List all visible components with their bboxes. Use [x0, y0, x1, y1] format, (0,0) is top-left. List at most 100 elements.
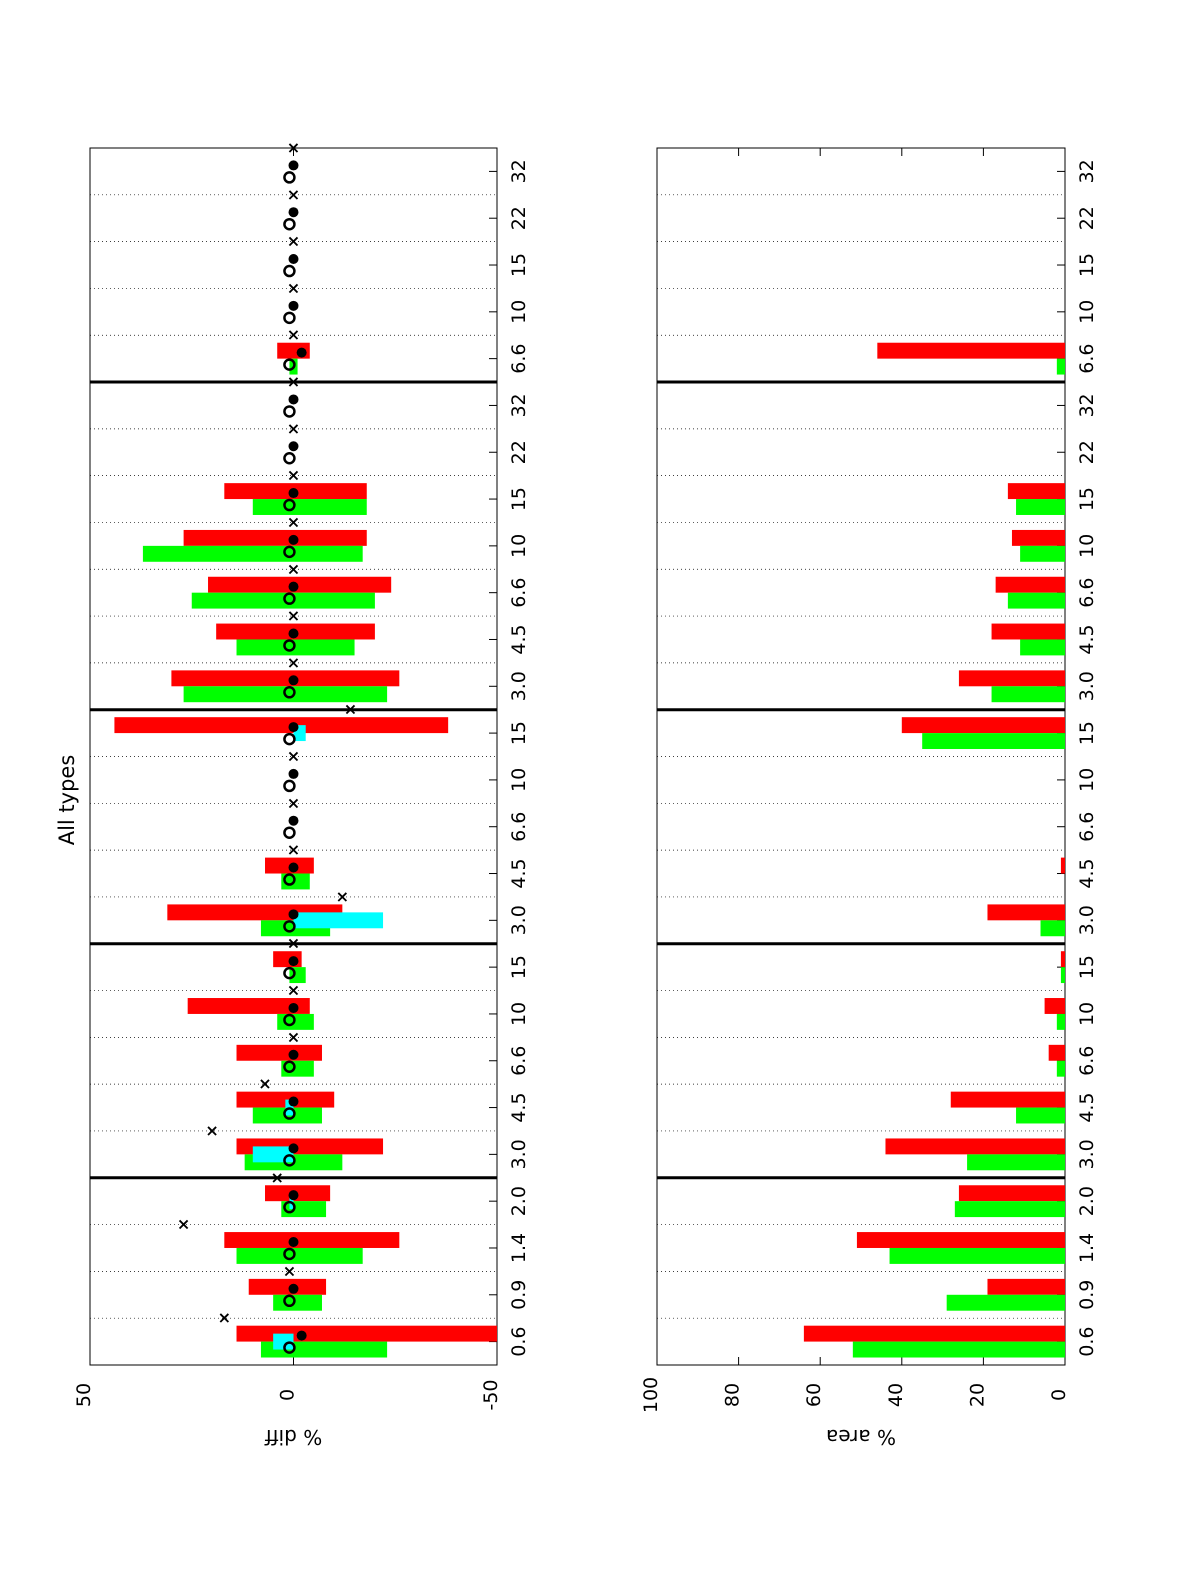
- bar-red: [171, 670, 400, 687]
- marker-x: ×: [287, 185, 300, 204]
- x-tick-label: 0.9: [508, 1280, 530, 1310]
- marker-circle: [283, 358, 296, 371]
- marker-x: ×: [258, 1074, 271, 1093]
- y-tick-label: 100: [640, 1377, 662, 1413]
- y-axis-label: % diff: [264, 1425, 323, 1449]
- marker-dot: [288, 300, 299, 311]
- marker-circle: [283, 920, 296, 933]
- marker-dot: [288, 675, 299, 686]
- bar-red: [803, 1325, 1065, 1342]
- x-tick-label: 6.6: [508, 344, 530, 374]
- x-tick-label: 15: [1076, 721, 1098, 745]
- marker-circle: [283, 1200, 296, 1214]
- y-tick-label: 80: [722, 1383, 744, 1407]
- x-tick-label: 22: [508, 440, 530, 464]
- x-tick-label: 15: [1076, 253, 1098, 277]
- marker-circle: [283, 966, 296, 980]
- y-tick-label: 50: [73, 1383, 95, 1407]
- marker-circle: [283, 264, 296, 278]
- marker-circle: [283, 686, 296, 699]
- bar-red: [1044, 998, 1065, 1014]
- x-tick-label: 10: [1076, 300, 1098, 324]
- marker-circle: [283, 592, 296, 605]
- x-tick-label: 6.6: [508, 812, 530, 842]
- marker-x: ×: [287, 747, 300, 766]
- marker-x: ×: [287, 372, 300, 391]
- x-tick-label: 10: [508, 534, 530, 558]
- x-tick-label: 10: [508, 300, 530, 324]
- bar-red: [1060, 857, 1065, 874]
- x-tick-label: 15: [1076, 955, 1098, 979]
- marker-circle: [283, 1060, 296, 1073]
- marker-circle: [283, 545, 296, 559]
- x-tick-label: 0.6: [1076, 1326, 1098, 1356]
- bar-green: [852, 1341, 1065, 1358]
- bar-green: [922, 733, 1065, 750]
- bar-red: [856, 1232, 1065, 1248]
- bar-cyan: [293, 912, 384, 929]
- marker-circle: [283, 1247, 296, 1261]
- marker-x: ×: [287, 653, 300, 672]
- x-tick-label: 4.5: [508, 624, 530, 654]
- x-tick-label: 32: [1076, 159, 1098, 183]
- marker-dot: [288, 1002, 299, 1013]
- marker-circle: [283, 1154, 296, 1167]
- bar-red: [987, 1278, 1065, 1295]
- x-tick-label: 2.0: [1076, 1186, 1098, 1216]
- x-tick-label: 4.5: [1076, 1092, 1098, 1122]
- x-tick-label: 10: [508, 1002, 530, 1026]
- marker-x: ×: [287, 325, 300, 344]
- bar-red: [901, 717, 1065, 734]
- x-tick-label: 3.0: [508, 1139, 530, 1169]
- bar-red: [1011, 529, 1065, 546]
- bar-green: [1016, 1107, 1065, 1124]
- marker-x: ×: [287, 840, 300, 859]
- x-tick-label: 15: [508, 955, 530, 979]
- marker-x: ×: [336, 887, 349, 906]
- bar-red: [248, 1278, 327, 1295]
- marker-dot: [288, 1236, 299, 1247]
- marker-circle: [283, 779, 296, 793]
- x-tick-label: 6.6: [1076, 812, 1098, 842]
- x-tick-label: 15: [508, 487, 530, 511]
- bar-red: [236, 1044, 322, 1061]
- bar-green: [1056, 358, 1065, 375]
- marker-x: ×: [287, 981, 300, 1000]
- chart-title: All types: [55, 755, 79, 846]
- marker-x: ×: [287, 559, 300, 578]
- y-tick-label: 0: [277, 1389, 299, 1401]
- y-tick-label: 20: [966, 1383, 988, 1407]
- marker-x: ×: [287, 1027, 300, 1046]
- marker-x: ×: [287, 419, 300, 438]
- bar-green: [954, 1201, 1065, 1218]
- x-tick-label: 15: [508, 253, 530, 277]
- marker-circle: [283, 405, 296, 418]
- marker-circle: [283, 1294, 296, 1308]
- bar-green: [1060, 967, 1065, 984]
- marker-circle: [283, 311, 296, 325]
- bar-red: [1060, 951, 1065, 968]
- marker-circle: [283, 873, 296, 886]
- x-tick-label: 10: [1076, 534, 1098, 558]
- bar-green: [1020, 639, 1065, 656]
- bar-red: [1048, 1044, 1065, 1061]
- marker-dot: [288, 394, 299, 405]
- bar-red: [950, 1091, 1065, 1108]
- bar-red: [187, 998, 310, 1014]
- bar-green: [1056, 1060, 1065, 1077]
- marker-circle: [283, 171, 296, 184]
- marker-dot: [288, 581, 299, 592]
- marker-circle: [283, 1013, 296, 1027]
- marker-x: ×: [271, 1168, 284, 1187]
- marker-dot: [288, 1283, 299, 1294]
- marker-x: ×: [287, 606, 300, 625]
- x-tick-label: 6.6: [508, 578, 530, 608]
- x-tick-label: 10: [1076, 768, 1098, 792]
- bar-green: [946, 1294, 1065, 1311]
- x-tick-label: 15: [508, 721, 530, 745]
- x-tick-label: 10: [508, 768, 530, 792]
- bar-cyan: [273, 1333, 294, 1350]
- marker-dot: [288, 1190, 299, 1201]
- marker-circle: [283, 1341, 296, 1354]
